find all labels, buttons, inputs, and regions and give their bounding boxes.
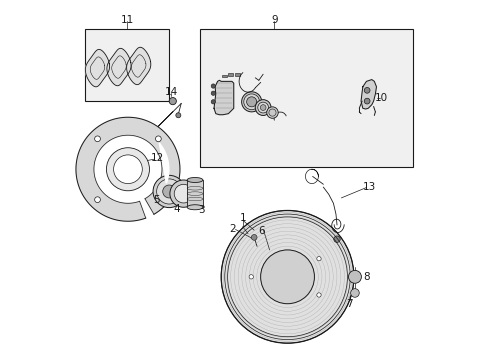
- Circle shape: [266, 107, 278, 118]
- Text: 4: 4: [173, 204, 180, 214]
- Circle shape: [275, 265, 299, 289]
- Circle shape: [257, 102, 268, 113]
- Circle shape: [266, 256, 308, 298]
- Circle shape: [221, 211, 353, 343]
- Ellipse shape: [187, 177, 203, 183]
- Circle shape: [113, 155, 142, 184]
- Circle shape: [246, 97, 256, 107]
- Polygon shape: [107, 48, 131, 86]
- Text: 1: 1: [239, 213, 245, 222]
- Circle shape: [248, 275, 253, 279]
- Circle shape: [176, 113, 181, 118]
- Text: 7: 7: [346, 299, 352, 309]
- Circle shape: [155, 136, 161, 142]
- Circle shape: [163, 185, 175, 198]
- Circle shape: [211, 100, 215, 104]
- Text: 8: 8: [362, 272, 369, 282]
- Circle shape: [260, 250, 314, 304]
- Circle shape: [174, 184, 192, 203]
- Circle shape: [106, 148, 149, 191]
- Circle shape: [153, 175, 185, 208]
- Ellipse shape: [187, 205, 203, 210]
- Circle shape: [255, 100, 270, 116]
- Circle shape: [244, 94, 259, 110]
- Circle shape: [350, 289, 359, 297]
- Circle shape: [156, 179, 182, 204]
- Circle shape: [211, 91, 215, 95]
- Circle shape: [169, 98, 176, 105]
- Text: 3: 3: [198, 206, 204, 216]
- Circle shape: [364, 87, 369, 93]
- Text: 10: 10: [374, 93, 387, 103]
- Circle shape: [281, 271, 293, 283]
- Bar: [227, 73, 232, 76]
- Text: 5: 5: [153, 195, 160, 205]
- Circle shape: [364, 98, 369, 104]
- Circle shape: [270, 283, 277, 290]
- Polygon shape: [214, 80, 233, 115]
- Polygon shape: [360, 80, 376, 109]
- Circle shape: [301, 274, 307, 280]
- Circle shape: [241, 92, 261, 112]
- Bar: [187, 180, 203, 207]
- Bar: [222, 75, 227, 77]
- Text: 14: 14: [164, 87, 177, 97]
- Bar: [85, 30, 169, 101]
- Circle shape: [211, 84, 215, 88]
- Text: 2: 2: [229, 225, 236, 234]
- Circle shape: [289, 258, 295, 264]
- Circle shape: [316, 257, 321, 261]
- Text: 9: 9: [270, 15, 277, 26]
- Text: 13: 13: [362, 182, 375, 192]
- Bar: [234, 73, 239, 76]
- Circle shape: [260, 105, 265, 111]
- Polygon shape: [159, 143, 168, 183]
- Text: 6: 6: [258, 226, 264, 236]
- Polygon shape: [85, 49, 109, 87]
- Circle shape: [289, 289, 295, 296]
- Circle shape: [251, 234, 257, 240]
- Circle shape: [169, 180, 197, 207]
- Polygon shape: [126, 47, 150, 85]
- Text: 12: 12: [150, 153, 163, 163]
- Circle shape: [348, 270, 361, 283]
- Bar: [199, 30, 412, 167]
- Circle shape: [95, 197, 100, 203]
- Circle shape: [270, 264, 277, 270]
- Circle shape: [316, 293, 321, 297]
- Text: 11: 11: [120, 15, 133, 26]
- Circle shape: [95, 136, 100, 142]
- Circle shape: [333, 236, 340, 242]
- Polygon shape: [76, 117, 180, 221]
